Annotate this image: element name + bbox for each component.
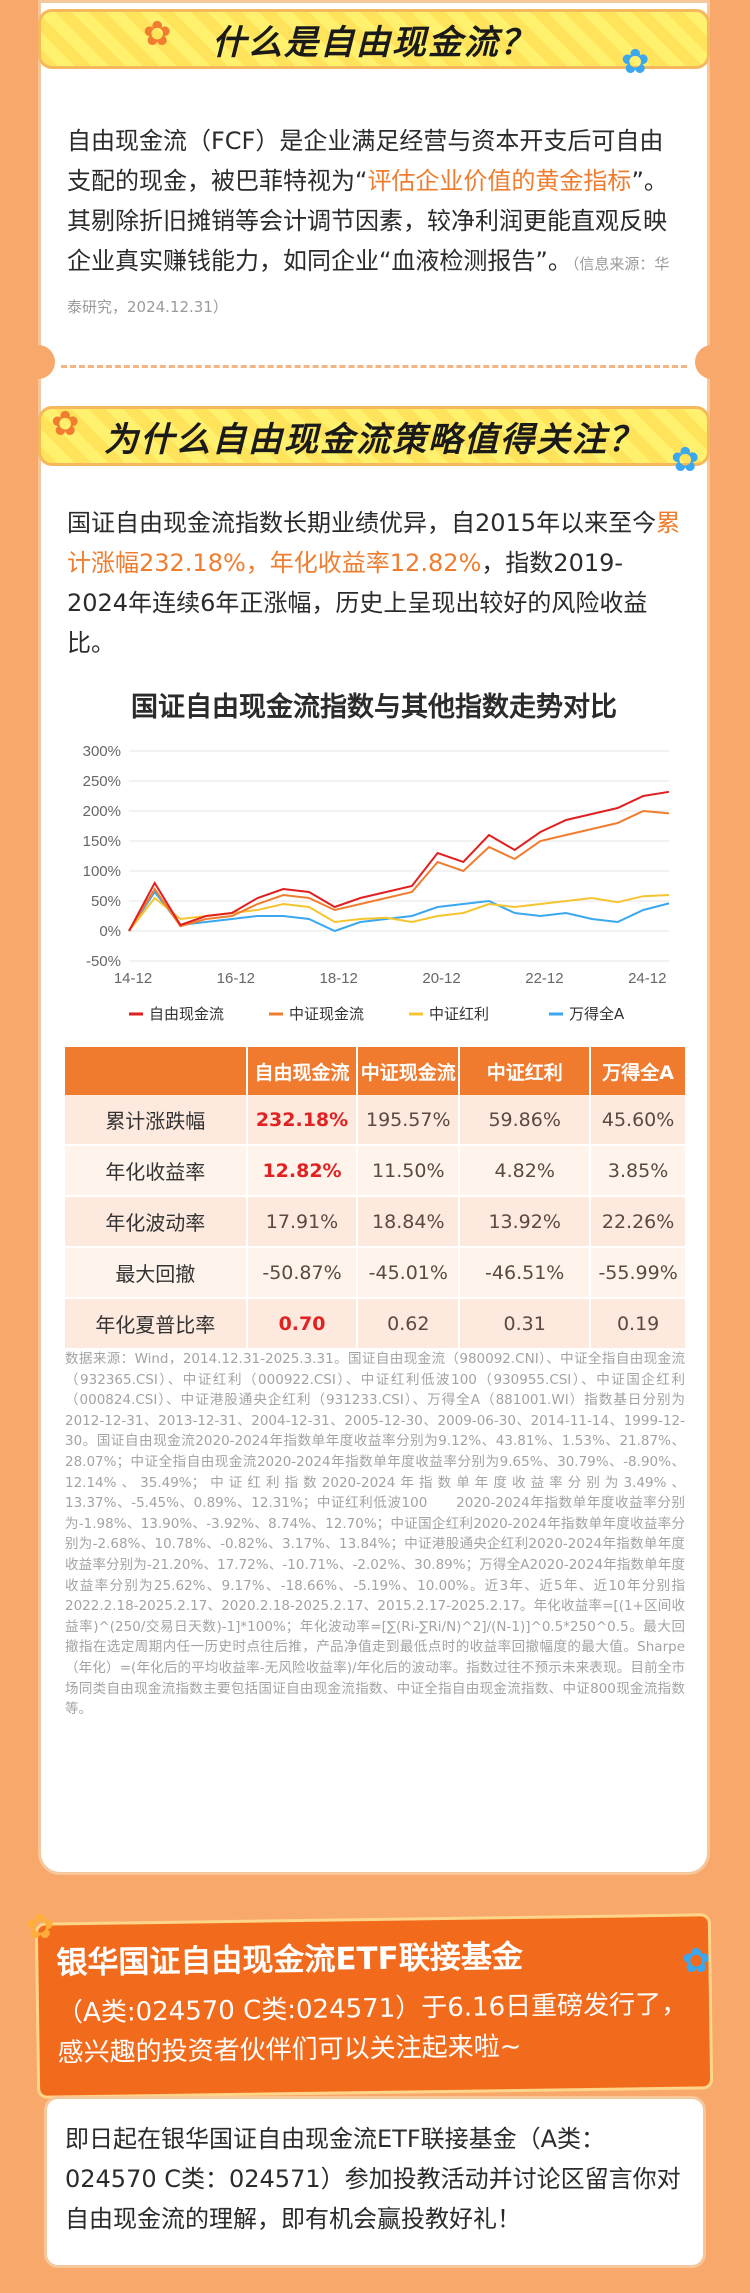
section1-banner: 什么是自由现金流？ xyxy=(38,9,710,69)
flower-icon: ✿ xyxy=(51,404,80,444)
legend-label: 万得全A xyxy=(569,1005,625,1023)
row-label: 年化收益率 xyxy=(65,1145,248,1197)
row-label: 累计涨跌幅 xyxy=(65,1095,248,1146)
row-label: 年化夏普比率 xyxy=(65,1298,248,1350)
source-note: （信息来源：华泰研究，2024.12.31） xyxy=(67,255,670,316)
section2-text-end: ，指数2019-2024年连续6年正涨幅，历史上呈现出较好的风险收益比。 xyxy=(67,549,648,657)
table-cell: 195.57% xyxy=(357,1095,461,1146)
divider xyxy=(61,365,687,368)
y-tick-label: 100% xyxy=(83,863,121,880)
table-cell: 18.84% xyxy=(357,1196,461,1248)
section1-highlight: 评估企业价值的黄金指标 xyxy=(367,167,632,195)
y-tick-label: 200% xyxy=(83,803,121,820)
table-cell: 0.62 xyxy=(357,1298,461,1350)
section2-banner: 为什么自由现金流策略值得关注？ xyxy=(38,406,710,466)
section1-title: 什么是自由现金流？ xyxy=(212,22,536,63)
table-header: 中证红利 xyxy=(459,1047,592,1095)
table-row: 年化波动率 17.91% 18.84% 13.92% 22.26% xyxy=(65,1196,687,1248)
series-line xyxy=(128,894,670,932)
section2-title: 为什么自由现金流策略值得关注？ xyxy=(104,419,644,460)
table-cell: 45.60% xyxy=(590,1095,687,1146)
section1-text-end: ”。其剔除折旧摊销等会计调节因素，较净利润更能直观反映企业真实赚钱能力，如同企业… xyxy=(67,167,668,275)
table-header: 中证现金流 xyxy=(357,1047,461,1095)
main-card: 什么是自由现金流？ ✿ ✿ 自由现金流（FCF）是企业满足经营与资本开支后可自由… xyxy=(38,0,710,1875)
y-tick-label: 0% xyxy=(99,923,121,940)
chart-title: 国证自由现金流指数与其他指数走势对比 xyxy=(131,692,617,723)
y-tick-label: 250% xyxy=(83,773,121,790)
section1-paragraph: 自由现金流（FCF）是企业满足经营与资本开支后可自由支配的现金，被巴菲特视为“评… xyxy=(67,121,683,327)
table-cell: 0.19 xyxy=(590,1298,687,1350)
y-tick-label: 50% xyxy=(91,893,121,910)
flower-icon: ✿ xyxy=(143,14,172,54)
table-cell: 17.91% xyxy=(246,1196,359,1248)
section2-paragraph: 国证自由现金流指数长期业绩优异，自2015年以来至今累计涨幅232.18%，年化… xyxy=(67,503,683,663)
table-corner xyxy=(65,1047,248,1095)
comparison-table: 自由现金流 中证现金流 中证红利 万得全A 累计涨跌幅 232.18% 195.57% 59… xyxy=(65,1047,687,1350)
row-label: 最大回撤 xyxy=(65,1247,248,1299)
table-cell: -45.01% xyxy=(357,1247,461,1299)
legend-label: 中证现金流 xyxy=(289,1005,364,1023)
card-notch xyxy=(695,345,729,379)
section1-text: 自由现金流（FCF）是企业满足经营与资本开支后可自由支配的现金，被巴菲特视为“ xyxy=(67,127,664,195)
x-tick-label: 14-12 xyxy=(114,970,152,987)
promo-banner: 银华国证自由现金流ETF联接基金 （A类:024570 C类:024571）于6… xyxy=(34,1913,714,2099)
series-line xyxy=(128,809,670,932)
y-tick-label: 300% xyxy=(83,743,121,760)
series-line xyxy=(128,790,670,932)
x-tick-label: 22-12 xyxy=(525,970,563,987)
table-row: 年化收益率 12.82% 11.50% 4.82% 3.85% xyxy=(65,1145,687,1197)
promo-body: 即日起在银华国证自由现金流ETF联接基金（A类：024570 C类：024571… xyxy=(65,2125,681,2233)
promo-body-box: 即日起在银华国证自由现金流ETF联接基金（A类：024570 C类：024571… xyxy=(44,2096,706,2268)
flower-icon: ✿ xyxy=(671,440,700,480)
x-tick-label: 16-12 xyxy=(217,970,255,987)
table-cell: 11.50% xyxy=(357,1145,461,1197)
table-cell: -46.51% xyxy=(459,1247,592,1299)
table-row: 累计涨跌幅 232.18% 195.57% 59.86% 45.60% xyxy=(65,1095,687,1146)
table-cell: -55.99% xyxy=(590,1247,687,1299)
card-notch xyxy=(21,345,55,379)
flower-icon: ✿ xyxy=(621,42,650,82)
flower-icon: ✿ xyxy=(682,1941,711,1981)
table-cell: 232.18% xyxy=(246,1095,359,1146)
x-tick-label: 20-12 xyxy=(422,970,460,987)
table-header: 自由现金流 xyxy=(246,1047,359,1095)
legend-label: 自由现金流 xyxy=(149,1005,224,1023)
series-line xyxy=(128,890,670,933)
promo-card: 银华国证自由现金流ETF联接基金 （A类:024570 C类:024571）于6… xyxy=(26,1910,714,2268)
promo-subtitle: （A类:024570 C类:024571）于6.16日重磅发行了，感兴趣的投资者… xyxy=(56,1989,688,2069)
y-tick-label: 150% xyxy=(83,833,121,850)
table-header: 万得全A xyxy=(590,1047,687,1095)
x-tick-label: 24-12 xyxy=(628,970,666,987)
data-source-note: 数据来源：Wind，2014.12.31-2025.3.31。国证自由现金流（9… xyxy=(65,1351,685,1718)
table-cell: 22.26% xyxy=(590,1196,687,1248)
y-tick-label: -50% xyxy=(86,953,121,970)
table-cell: 4.82% xyxy=(459,1145,592,1197)
row-label: 年化波动率 xyxy=(65,1196,248,1248)
legend-label: 中证红利 xyxy=(429,1005,489,1023)
table-cell: 12.82% xyxy=(246,1145,359,1197)
table-cell: 13.92% xyxy=(459,1196,592,1248)
table-cell: 59.86% xyxy=(459,1095,592,1146)
section2-highlight: 累计涨幅232.18%，年化收益率12.82% xyxy=(67,509,681,577)
table-cell: 0.70 xyxy=(246,1298,359,1350)
line-chart: 300% 250% 200% 150% 100% 50% 0% -50%14-12 16-12 1… xyxy=(83,743,670,1023)
promo-title: 银华国证自由现金流ETF联接基金 xyxy=(56,1938,524,1982)
table-cell: -50.87% xyxy=(246,1247,359,1299)
x-tick-label: 18-12 xyxy=(320,970,358,987)
table-row: 年化夏普比率 0.70 0.62 0.31 0.19 xyxy=(65,1298,687,1350)
section2-text: 国证自由现金流指数长期业绩优异，自2015年以来至今 xyxy=(67,509,657,537)
flower-icon: ✿ xyxy=(26,1907,55,1947)
table-cell: 3.85% xyxy=(590,1145,687,1197)
table-row: 最大回撤 -50.87% -45.01% -46.51% -55.99% xyxy=(65,1247,687,1299)
table-cell: 0.31 xyxy=(459,1298,592,1350)
